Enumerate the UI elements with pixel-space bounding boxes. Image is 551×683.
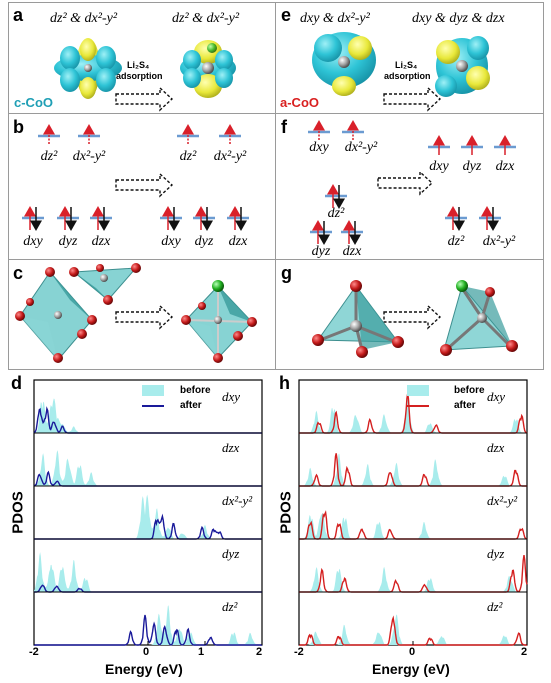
pdos-orbital-label-h-2: dx²-y² — [487, 493, 518, 508]
b-ll-1: dyz — [58, 234, 78, 249]
a-coo-tag: a-CoO — [280, 95, 319, 110]
pdos-chart-h — [298, 379, 528, 646]
pdos-before-h-3 — [299, 566, 527, 592]
pdos-orbital-label-d-1: dzx — [222, 440, 240, 455]
divider-row1 — [8, 113, 544, 114]
panel-label-b: b — [13, 117, 24, 137]
d-ylabel: PDOS — [9, 491, 27, 534]
f-rb-1: dx²-y² — [482, 234, 516, 249]
c-coo-tag: c-CoO — [14, 95, 53, 110]
pdos-before-d-1 — [34, 450, 262, 486]
divider-row2 — [8, 259, 544, 260]
pdos-orbital-label-d-4: dz² — [222, 599, 238, 614]
b-lr-2: dzx — [228, 234, 248, 249]
h-legend-before: before — [454, 385, 485, 396]
b-ur-1: dx²-y² — [213, 149, 247, 164]
f-rb-0: dz² — [447, 234, 465, 249]
f-rt-1: dyz — [462, 159, 482, 174]
f-lt-1: dx²-y² — [344, 140, 378, 155]
b-ul-0: dz² — [40, 149, 58, 164]
e-left-title: dxy & dx²-y² — [300, 11, 370, 26]
b-ul-1: dx²-y² — [72, 149, 106, 164]
panel-label-h: h — [279, 373, 290, 393]
pdos-orbital-label-h-0: dxy — [487, 389, 506, 404]
pdos-after-d-0 — [33, 406, 262, 434]
pdos-orbital-label-d-2: dx²-y² — [222, 493, 253, 508]
pdos-before-h-0 — [299, 393, 527, 433]
panel-label-a: a — [13, 5, 24, 25]
b-ll-0: dxy — [23, 234, 43, 249]
h-tick-0: -2 — [294, 646, 304, 658]
f-rt-0: dxy — [429, 159, 449, 174]
pdos-orbital-label-d-0: dxy — [222, 389, 241, 404]
b-lr-1: dyz — [194, 234, 214, 249]
pdos-before-h-1 — [299, 453, 527, 486]
pdos-orbital-label-h-3: dyz — [487, 546, 505, 561]
h-ylabel: PDOS — [277, 491, 295, 534]
e-right-title: dxy & dyz & dzx — [412, 11, 505, 26]
schematic-frame — [8, 2, 544, 370]
d-legend-after: after — [180, 400, 202, 411]
panel-label-d: d — [11, 373, 22, 393]
d-xlabel: Energy (eV) — [105, 661, 183, 677]
pdos-orbital-label-h-1: dzx — [487, 440, 505, 455]
panel-label-g: g — [281, 263, 292, 283]
b-ll-2: dzx — [91, 234, 111, 249]
f-lt-0: dxy — [309, 140, 329, 155]
pdos-before-h-4 — [299, 614, 527, 645]
panel-label-c: c — [13, 263, 24, 283]
pdos-orbital-label-d-3: dyz — [222, 546, 240, 561]
a-right-title: dz² & dx²-y² — [172, 11, 240, 26]
f-rt-2: dzx — [495, 159, 515, 174]
pdos-after-h-4 — [299, 615, 527, 646]
pdos-orbital-label-h-4: dz² — [487, 599, 503, 614]
e-arrow-label-1: Li₂S₄ — [395, 60, 418, 70]
d-tick-2: 1 — [198, 646, 205, 658]
panel-label-f: f — [281, 117, 287, 137]
f-lb-1: dzx — [342, 244, 362, 259]
f-lm: dz² — [327, 206, 345, 221]
b-lr-0: dxy — [161, 234, 181, 249]
pdos-after-d-4 — [34, 614, 262, 646]
h-legend-after: after — [454, 400, 476, 411]
pdos-after-h-2 — [299, 510, 528, 540]
f-lb-0: dyz — [311, 244, 331, 259]
divider-vertical — [275, 2, 276, 370]
a-left-title: dz² & dx²-y² — [50, 11, 118, 26]
d-tick-0: -2 — [29, 646, 39, 658]
b-ur-0: dz² — [179, 149, 197, 164]
pdos-chart-d — [33, 379, 263, 646]
legend-swatch-before-h — [407, 385, 429, 396]
d-tick-1: 0 — [143, 646, 150, 658]
a-arrow-label-2: adsorption — [116, 71, 163, 81]
h-tick-1: 0 — [409, 646, 416, 658]
e-arrow-label-2: adsorption — [384, 71, 431, 81]
d-tick-3: 2 — [256, 646, 263, 658]
legend-swatch-before-d — [142, 385, 164, 396]
a-arrow-label-1: Li₂S₄ — [127, 60, 150, 70]
pdos-before-d-2 — [34, 494, 262, 539]
panel-label-e: e — [281, 5, 292, 25]
pdos-after-h-1 — [299, 453, 527, 487]
h-xlabel: Energy (eV) — [372, 661, 450, 677]
pdos-before-h-2 — [299, 513, 527, 539]
d-legend-before: before — [180, 385, 211, 396]
h-tick-2: 2 — [521, 646, 528, 658]
